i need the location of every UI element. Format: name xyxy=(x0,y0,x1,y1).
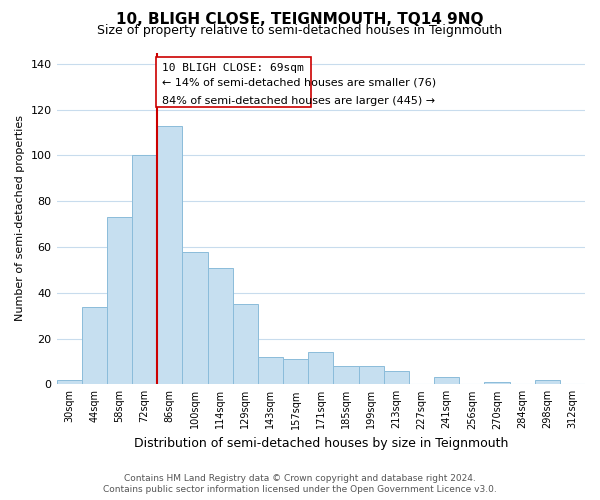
Bar xyxy=(132,156,157,384)
FancyBboxPatch shape xyxy=(156,57,311,108)
Text: Size of property relative to semi-detached houses in Teignmouth: Size of property relative to semi-detach… xyxy=(97,24,503,37)
Bar xyxy=(233,304,258,384)
Bar xyxy=(107,218,132,384)
Bar xyxy=(359,366,383,384)
Text: Contains HM Land Registry data © Crown copyright and database right 2024.
Contai: Contains HM Land Registry data © Crown c… xyxy=(103,474,497,494)
Bar xyxy=(82,306,107,384)
Bar xyxy=(182,252,208,384)
Bar xyxy=(258,357,283,384)
Bar xyxy=(56,380,82,384)
Bar xyxy=(334,366,359,384)
Bar xyxy=(157,126,182,384)
Text: 10, BLIGH CLOSE, TEIGNMOUTH, TQ14 9NQ: 10, BLIGH CLOSE, TEIGNMOUTH, TQ14 9NQ xyxy=(116,12,484,26)
Bar xyxy=(535,380,560,384)
Y-axis label: Number of semi-detached properties: Number of semi-detached properties xyxy=(15,116,25,322)
Text: 84% of semi-detached houses are larger (445) →: 84% of semi-detached houses are larger (… xyxy=(162,96,436,106)
Bar xyxy=(484,382,509,384)
X-axis label: Distribution of semi-detached houses by size in Teignmouth: Distribution of semi-detached houses by … xyxy=(134,437,508,450)
Text: 10 BLIGH CLOSE: 69sqm: 10 BLIGH CLOSE: 69sqm xyxy=(163,63,304,73)
Bar xyxy=(208,268,233,384)
Bar xyxy=(383,370,409,384)
Bar xyxy=(308,352,334,384)
Text: ← 14% of semi-detached houses are smaller (76): ← 14% of semi-detached houses are smalle… xyxy=(162,78,436,88)
Bar xyxy=(434,378,459,384)
Bar xyxy=(283,359,308,384)
